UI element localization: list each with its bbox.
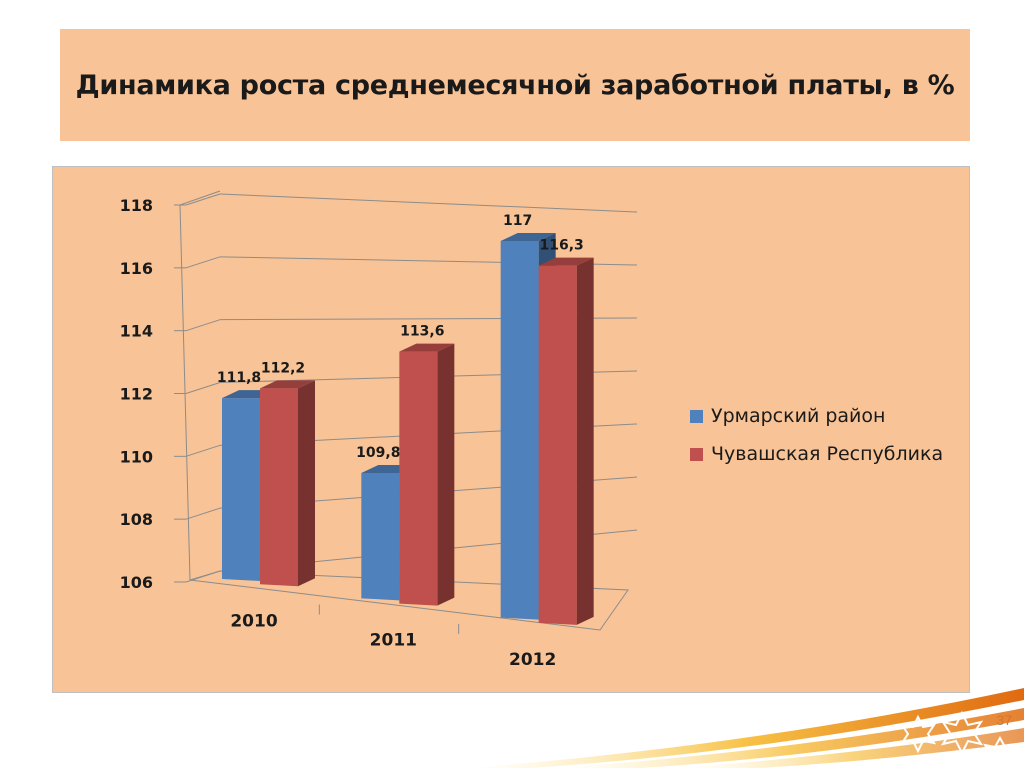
chart-floor bbox=[189, 570, 629, 631]
bar-2012-s1 bbox=[500, 241, 539, 620]
bar-2010-s1 bbox=[222, 398, 260, 581]
y-tick-label: 110 bbox=[120, 447, 153, 466]
bar-side-2010-s2 bbox=[298, 380, 315, 587]
bar-2010-s2 bbox=[260, 388, 298, 587]
y-tick-label: 118 bbox=[120, 196, 153, 215]
title-band: Динамика роста среднемесячной заработной… bbox=[60, 29, 970, 141]
bar-side-2011-s2 bbox=[437, 343, 455, 606]
data-label: 111,8 bbox=[217, 370, 261, 386]
data-label: 117 bbox=[503, 213, 532, 229]
data-label: 113,6 bbox=[400, 324, 444, 340]
data-label: 112,2 bbox=[261, 360, 305, 376]
slide-number: 37 bbox=[996, 712, 1012, 728]
data-label: 116,3 bbox=[540, 238, 584, 254]
grid-depth-line bbox=[185, 444, 221, 457]
x-tick-label: 2011 bbox=[370, 631, 417, 651]
grid-depth-line bbox=[185, 507, 221, 520]
chart-legend: Урмарский район Чувашская Республика bbox=[690, 397, 943, 473]
legend-swatch-series-1 bbox=[690, 409, 703, 423]
bar-2012-s2 bbox=[538, 265, 577, 625]
y-tick-label: 108 bbox=[120, 510, 153, 529]
legend-label-series-1: Урмарский район bbox=[711, 405, 886, 427]
grid-depth-line bbox=[185, 319, 221, 332]
data-label: 109,8 bbox=[356, 445, 400, 461]
bar-top-2012-s2 bbox=[538, 257, 594, 266]
grid-depth-line bbox=[185, 256, 221, 269]
legend-item-series-1: Урмарский район bbox=[690, 397, 943, 435]
bar-top-2011-s2 bbox=[399, 343, 455, 352]
y-axis-line bbox=[179, 204, 191, 581]
x-tick-label: 2010 bbox=[230, 611, 277, 631]
grid-depth-line bbox=[185, 193, 221, 206]
bar-top-2010-s2 bbox=[260, 380, 315, 389]
y-tick-label: 114 bbox=[120, 322, 153, 341]
grid-depth-line bbox=[185, 382, 221, 394]
legend-label-series-2: Чувашская Республика bbox=[711, 443, 944, 465]
legend-swatch-series-2 bbox=[690, 447, 703, 461]
gridline-118 bbox=[219, 193, 638, 213]
y-tick-label: 112 bbox=[120, 385, 153, 404]
slide-title: Динамика роста среднемесячной заработной… bbox=[75, 69, 955, 101]
bar-2011-s2 bbox=[399, 351, 438, 606]
bar-top-2012-s1 bbox=[500, 233, 556, 242]
y-tick-label: 106 bbox=[120, 573, 153, 592]
y-tick-label: 116 bbox=[120, 259, 153, 278]
legend-item-series-2: Чувашская Республика bbox=[690, 435, 943, 473]
bar-2011-s1 bbox=[361, 473, 400, 601]
bar-side-2012-s2 bbox=[576, 257, 594, 625]
x-tick-label: 2012 bbox=[509, 650, 556, 670]
y-axis-depth-top bbox=[179, 190, 221, 206]
